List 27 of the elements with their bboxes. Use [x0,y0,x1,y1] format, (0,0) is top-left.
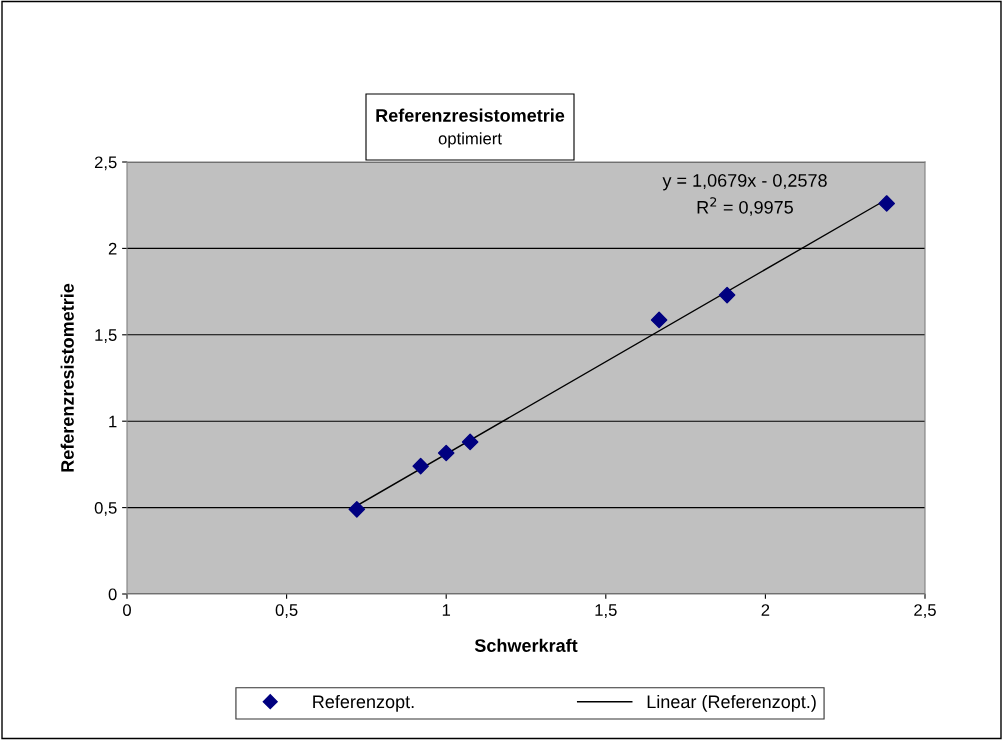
point [718,286,736,304]
point [412,457,429,475]
x-tick-label: 0,5 [275,604,298,618]
y-tick-label: 0 [108,588,117,601]
x-tick-label: 2 [761,604,770,616]
y-axis-title: Referenzresistometrie [60,283,74,472]
y-tick-label: 2,5 [94,156,117,171]
point [650,311,668,329]
annotation: y = 1,0679x - 0,2578 [662,174,827,191]
point [437,444,455,462]
annotation: R$^{2}$ = 0,9975 [697,197,793,216]
x-axis-title: Schwerkraft [474,638,578,652]
y-tick-label: 1 [109,415,117,428]
x-tick-label: 0 [123,604,131,616]
legend-label: Linear (Referenzopt.) [647,694,816,712]
y-tick-label: 2 [108,242,117,255]
chart-title: Referenzresistometrie [376,108,565,122]
x-tick-label: 2,5 [914,604,936,618]
legend-label: Referenzopt. [313,694,414,712]
x-tick-label: 1,5 [595,604,617,618]
point [461,433,479,451]
x-tick-label: 1 [442,604,451,616]
point [348,501,366,518]
point [878,195,895,212]
y-tick-label: 0,5 [94,502,117,516]
y-tick-label: 1,5 [95,329,117,343]
chart-subtitle: optimiert [438,132,502,148]
